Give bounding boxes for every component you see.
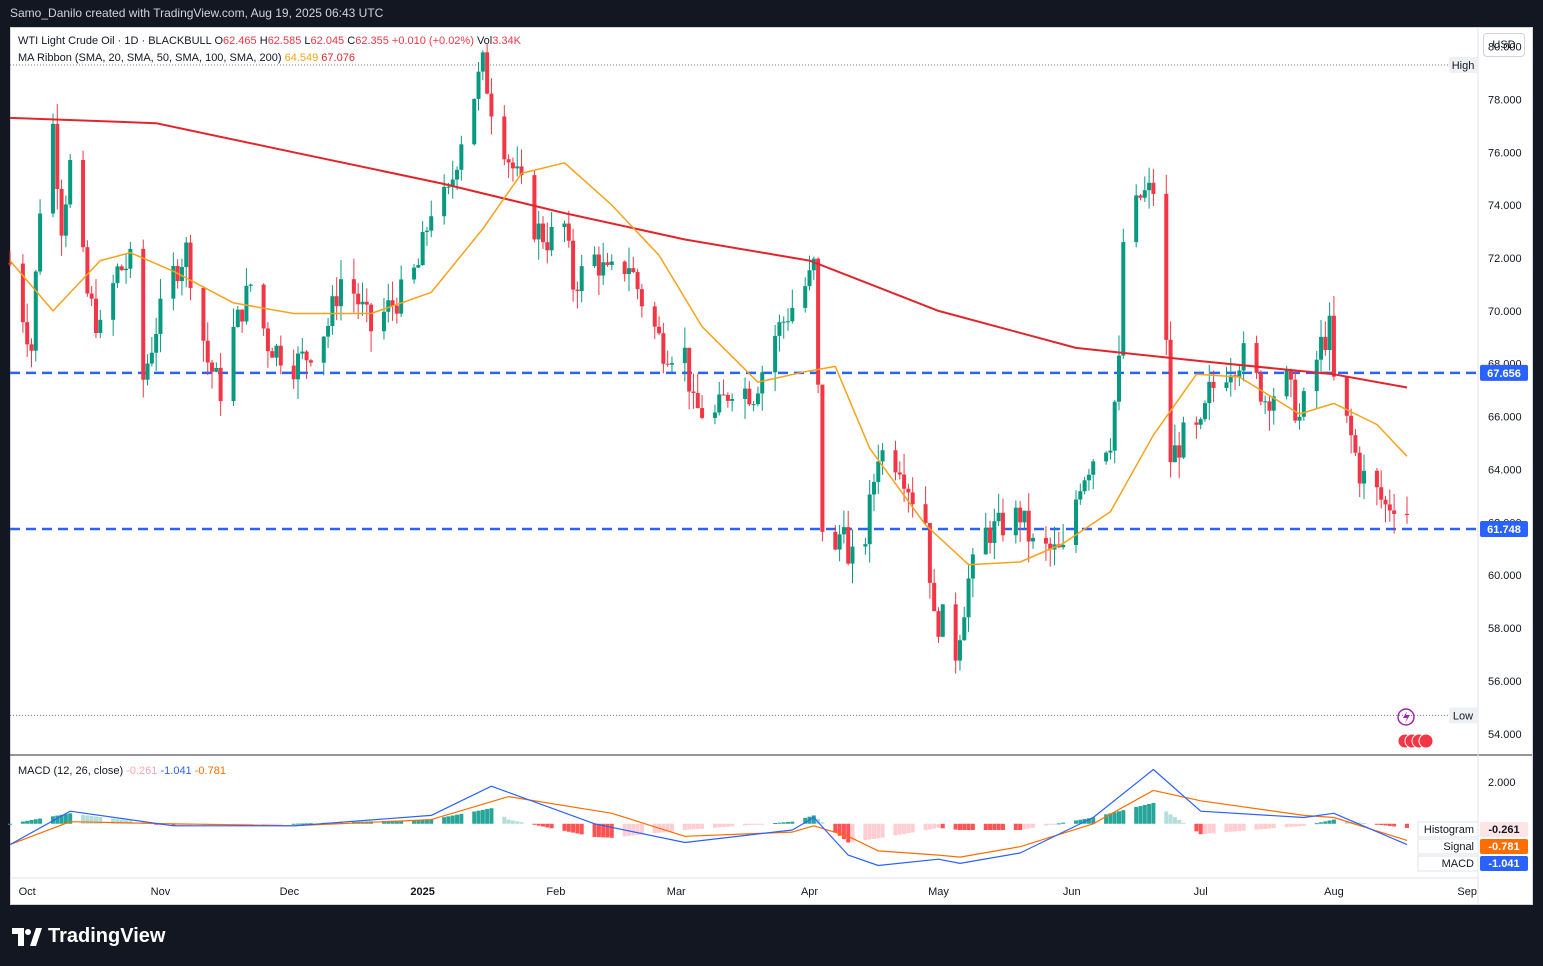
ma20-value: 64.549 bbox=[284, 52, 319, 64]
volume-value: 3.34K bbox=[492, 35, 521, 47]
low-value: 62.045 bbox=[310, 35, 345, 47]
symbol-label[interactable]: WTI Light Crude Oil · 1D · BLACKBULL bbox=[18, 35, 212, 47]
attribution-text: Samo_Danilo created with TradingView.com… bbox=[10, 6, 384, 20]
brand-name: TradingView bbox=[48, 925, 166, 947]
change-value: +0.010 (+0.02%) bbox=[391, 35, 474, 47]
ma-ribbon-label[interactable]: MA Ribbon (SMA, 20, SMA, 50, SMA, 100, S… bbox=[18, 52, 282, 64]
macd-signal-value: -0.781 bbox=[194, 765, 226, 777]
high-value: 62.585 bbox=[267, 35, 302, 47]
macd-label[interactable]: MACD (12, 26, close) bbox=[18, 765, 124, 777]
tradingview-logo-icon bbox=[12, 927, 42, 946]
macd-line-value: -1.041 bbox=[160, 765, 192, 777]
macd-legend: MACD (12, 26, close) -0.261 -1.041 -0.78… bbox=[18, 765, 226, 777]
macd-hist-value: -0.261 bbox=[126, 765, 158, 777]
currency-button[interactable]: USD bbox=[1483, 33, 1525, 57]
chart-frame[interactable] bbox=[10, 27, 1533, 905]
ma-legend: MA Ribbon (SMA, 20, SMA, 50, SMA, 100, S… bbox=[18, 52, 355, 64]
open-value: 62.465 bbox=[223, 35, 257, 47]
tradingview-logo: TradingView bbox=[12, 925, 165, 948]
ma200-value: 67.076 bbox=[321, 52, 355, 64]
close-value: 62.355 bbox=[355, 35, 389, 47]
symbol-legend: WTI Light Crude Oil · 1D · BLACKBULL O62… bbox=[18, 35, 521, 47]
